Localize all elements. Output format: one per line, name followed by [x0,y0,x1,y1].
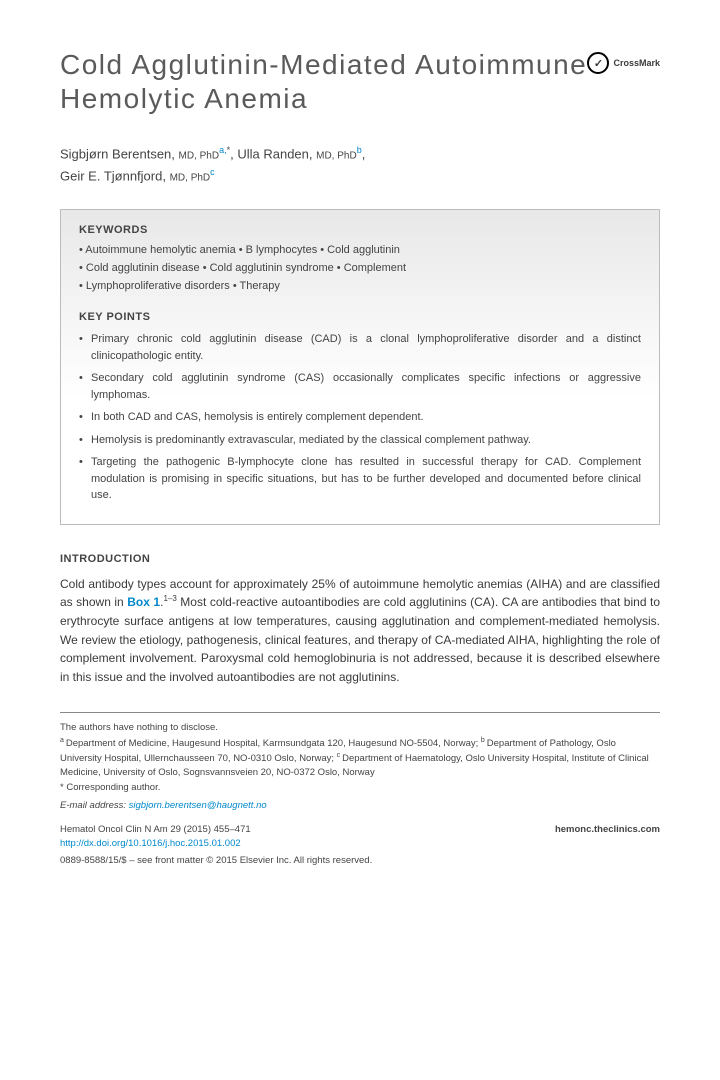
keypoint-item: Targeting the pathogenic B-lymphocyte cl… [79,454,641,504]
author-3-affil[interactable]: c [210,167,215,177]
author-2-affil[interactable]: b [357,145,362,155]
journal-citation: Hematol Oncol Clin N Am 29 (2015) 455–47… [60,823,251,837]
email-label: E-mail address: [60,800,126,811]
author-1-cred: MD, PhD [179,151,220,162]
keywords-list: • Autoimmune hemolytic anemia • B lympho… [79,242,641,295]
doi-link[interactable]: http://dx.doi.org/10.1016/j.hoc.2015.01.… [60,837,251,851]
author-3-name: Geir E. Tjønnfjord [60,169,162,184]
author-1-affil[interactable]: a, [219,145,227,155]
keywords-line: • Lymphoproliferative disorders • Therap… [79,278,641,296]
keypoints-heading: KEY POINTS [79,311,641,323]
box-1-link[interactable]: Box 1 [127,595,160,609]
authors-block: Sigbjørn Berentsen, MD, PhDa,*, Ulla Ran… [60,143,660,187]
keypoints-list: Primary chronic cold agglutinin disease … [79,331,641,504]
keypoint-item: In both CAD and CAS, hemolysis is entire… [79,409,641,426]
intro-paragraph: Cold antibody types account for approxim… [60,575,660,687]
keywords-heading: KEYWORDS [79,224,641,236]
crossmark-icon: ✓ [587,52,609,74]
email-link[interactable]: sigbjorn.berentsen@haugnett.no [129,800,267,811]
journal-site[interactable]: hemonc.theclinics.com [555,823,660,852]
affil-a: Department of Medicine, Haugesund Hospit… [66,738,481,749]
corresponding-text: * Corresponding author. [60,781,660,795]
intro-refs[interactable]: 1–3 [163,594,176,603]
disclosure-text: The authors have nothing to disclose. [60,721,660,735]
email-row: E-mail address: sigbjorn.berentsen@haugn… [60,799,660,813]
crossmark-badge[interactable]: ✓ CrossMark [587,52,660,74]
journal-row: Hematol Oncol Clin N Am 29 (2015) 455–47… [60,823,660,852]
affiliations-text: a Department of Medicine, Haugesund Hosp… [60,736,660,781]
keypoint-item: Hemolysis is predominantly extravascular… [79,432,641,449]
article-title: Cold Agglutinin-Mediated Autoimmune Hemo… [60,48,587,115]
author-2-cred: MD, PhD [316,151,357,162]
keywords-line: • Autoimmune hemolytic anemia • B lympho… [79,242,641,260]
author-1-name: Sigbjørn Berentsen [60,147,171,162]
author-2-name: Ulla Randen [237,147,309,162]
header-row: Cold Agglutinin-Mediated Autoimmune Hemo… [60,48,660,115]
footer-block: The authors have nothing to disclose. a … [60,712,660,868]
author-1-star: * [227,145,231,155]
journal-left: Hematol Oncol Clin N Am 29 (2015) 455–47… [60,823,251,852]
crossmark-label: CrossMark [613,58,660,68]
intro-heading: INTRODUCTION [60,553,660,565]
keypoint-item: Primary chronic cold agglutinin disease … [79,331,641,364]
copyright-text: 0889-8588/15/$ – see front matter © 2015… [60,854,660,868]
info-box: KEYWORDS • Autoimmune hemolytic anemia •… [60,209,660,524]
keywords-line: • Cold agglutinin disease • Cold aggluti… [79,260,641,278]
keypoint-item: Secondary cold agglutinin syndrome (CAS)… [79,370,641,403]
author-3-cred: MD, PhD [170,173,211,184]
